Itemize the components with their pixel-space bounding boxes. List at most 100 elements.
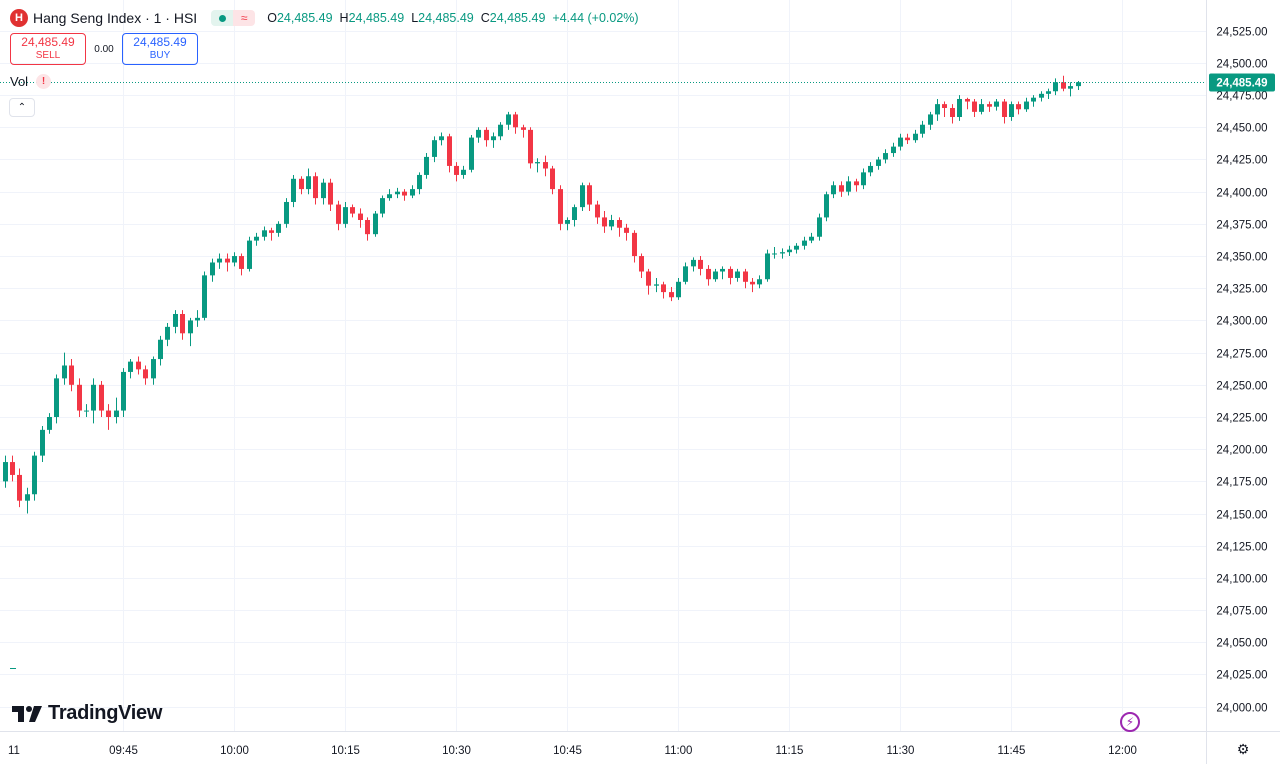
market-open-icon[interactable] [211, 10, 234, 26]
candle [306, 168, 311, 195]
price-tick-label: 24,150.00 [1216, 510, 1267, 522]
price-tick-label: 24,250.00 [1216, 381, 1267, 393]
candle [84, 404, 89, 417]
candle [794, 243, 799, 254]
candle-body [1016, 104, 1021, 110]
time-tick-label: 09:45 [109, 745, 138, 757]
candle [854, 178, 859, 192]
sell-button[interactable]: 24,485.49 SELL [10, 33, 86, 65]
price-tick-label: 24,275.00 [1216, 349, 1267, 361]
buy-button[interactable]: 24,485.49 BUY [122, 33, 198, 65]
candle [580, 182, 585, 211]
tradingview-logo[interactable]: TradingView [12, 702, 162, 725]
candle-body [395, 191, 400, 195]
candle-body [239, 256, 244, 269]
candle-body [1076, 82, 1081, 87]
candle [558, 185, 563, 231]
candle-body [276, 223, 281, 233]
candle-body [84, 410, 89, 412]
volume-indicator[interactable]: Vol ! [10, 74, 52, 89]
candles-layer [3, 75, 1081, 514]
candle-body [69, 365, 74, 385]
candle-body [669, 292, 674, 298]
candle [336, 200, 341, 231]
candle-body [373, 213, 378, 235]
candle-body [639, 256, 644, 272]
candle [535, 158, 540, 173]
candle [661, 281, 666, 299]
candle-body [284, 201, 289, 224]
candle-body [1053, 82, 1058, 92]
candle-body [106, 410, 111, 417]
candle-body [883, 153, 888, 160]
candle-body [891, 146, 896, 154]
candle-body [476, 129, 481, 138]
price-tick-label: 24,500.00 [1216, 59, 1267, 71]
candle-body [158, 339, 163, 360]
candle [757, 275, 762, 289]
candle-body [91, 384, 96, 411]
candle-body [698, 259, 703, 269]
candle [1031, 95, 1036, 107]
candle-body [543, 162, 548, 169]
ohlc-key-high: H [339, 11, 349, 25]
collapse-legend-button[interactable]: ⌃ [9, 98, 35, 117]
candle [402, 189, 407, 201]
candle [17, 468, 22, 508]
candle-body [550, 168, 555, 190]
candle [313, 172, 318, 205]
settings-icon[interactable]: ⚙ [1236, 740, 1250, 757]
symbol-title[interactable]: Hang Seng Index · 1 · HSI [33, 10, 198, 26]
candle [602, 210, 607, 233]
candle [291, 174, 296, 208]
market-status[interactable]: ≈ [211, 10, 256, 26]
time-tick-label: 11:45 [998, 745, 1026, 757]
candle-body [661, 284, 666, 293]
candle-body [854, 181, 859, 186]
candle [750, 277, 755, 293]
candle-body [77, 384, 82, 411]
candle-body [558, 189, 563, 224]
time-tick-label: 11:00 [665, 745, 693, 757]
candle [498, 122, 503, 141]
price-tick-label: 24,400.00 [1216, 188, 1267, 200]
candle-body [572, 207, 577, 221]
candle [284, 198, 289, 228]
candle [839, 181, 844, 197]
candle-body [402, 191, 407, 196]
candle-body [306, 176, 311, 190]
candle [276, 221, 281, 237]
candle-body [1061, 82, 1066, 89]
candle [713, 268, 718, 282]
ohlc-value-close: 24,485.49 [489, 11, 546, 25]
hsi-logo-icon[interactable]: H [10, 9, 28, 27]
data-delay-icon[interactable]: ≈ [233, 10, 256, 26]
price-tick-label: 24,525.00 [1216, 27, 1267, 39]
candle [1039, 91, 1044, 102]
candle [513, 111, 518, 134]
candle-body [225, 258, 230, 263]
candle-body [173, 313, 178, 327]
candle [188, 317, 193, 347]
candle [195, 310, 200, 327]
candle-body [817, 217, 822, 237]
candle [432, 136, 437, 163]
candle [831, 181, 836, 199]
candle [735, 268, 740, 282]
price-axis[interactable]: 24,000.00 24,025.00 24,050.00 24,075.00 24,1… [1206, 0, 1268, 764]
warning-icon[interactable]: ! [36, 74, 52, 89]
buy-label: BUY [149, 50, 171, 61]
buy-price: 24,485.49 [133, 35, 187, 49]
candle [328, 178, 333, 211]
candle-body [521, 127, 526, 130]
last-price-label: 24,485.49 [1216, 78, 1267, 90]
price-tick-label: 24,050.00 [1216, 638, 1267, 650]
candle [957, 95, 962, 121]
bolt-icon[interactable]: ⚡ [1120, 712, 1140, 732]
price-tick-label: 24,075.00 [1216, 606, 1267, 618]
candle [1016, 101, 1021, 115]
price-tick-label: 24,375.00 [1216, 220, 1267, 232]
candle-body [1046, 91, 1051, 94]
time-axis[interactable]: 11 09:45 10:00 10:15 10:30 10:45 11:00 11:15 11:… [0, 731, 1280, 758]
